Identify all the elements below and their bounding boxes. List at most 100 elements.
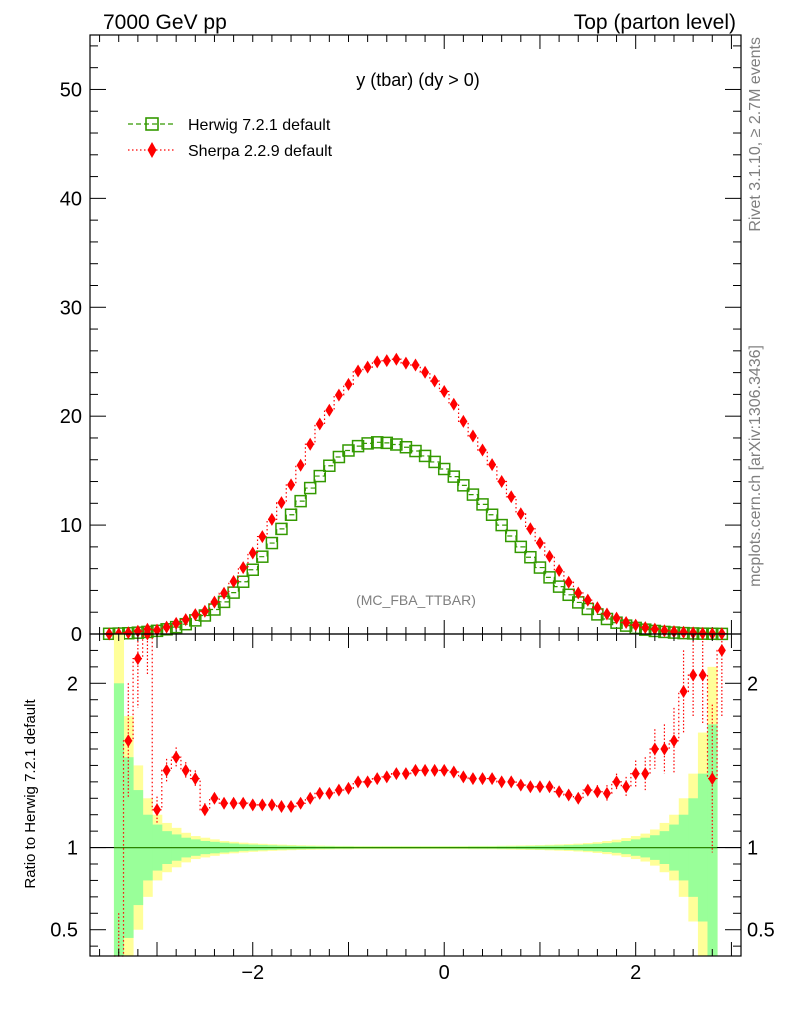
sherpa-ratio-point <box>555 785 564 799</box>
herwig-point <box>476 498 489 511</box>
sherpa-ratio-point <box>401 767 410 781</box>
herwig-point <box>495 518 508 532</box>
sherpa-ratio-point <box>660 742 669 756</box>
herwig-point <box>323 459 336 472</box>
ratio-panel: 0.5 0.5 1 1 2 2 −2 0 2 <box>50 627 775 984</box>
herwig-point <box>303 481 317 495</box>
sherpa-point <box>411 358 420 372</box>
herwig-point <box>294 494 307 508</box>
sherpa-point <box>172 616 181 630</box>
herwig-point <box>457 479 470 492</box>
sherpa-point <box>468 429 477 443</box>
sherpa-ratio-point <box>574 791 583 805</box>
ratio-ytick-label-right: 2 <box>747 673 758 695</box>
sherpa-ratio-point <box>411 763 420 777</box>
sherpa-point <box>545 549 554 563</box>
sherpa-ratio-point <box>497 775 506 789</box>
sherpa-point <box>124 626 133 640</box>
rivet-version-label: Rivet 3.1.10, ≥ 2.7M events <box>747 37 764 232</box>
main-ytick-label: 0 <box>71 624 82 646</box>
sherpa-ratio-point <box>430 763 439 777</box>
watermark-label: (MC_FBA_TTBAR) <box>356 592 476 608</box>
mcplots-label: mcplots.cern.ch [arXiv:1306.3436] <box>747 345 764 587</box>
sherpa-ratio-point <box>191 772 200 786</box>
sherpa-ratio-point <box>382 770 391 784</box>
sherpa-point <box>535 536 544 550</box>
herwig-point <box>361 437 374 450</box>
sherpa-ratio-point <box>363 775 372 789</box>
sherpa-point <box>641 621 650 635</box>
legend-sherpa-label: Sherpa 2.2.9 default <box>188 143 333 160</box>
sherpa-ratio-point <box>162 763 171 777</box>
herwig-point <box>236 575 250 588</box>
sherpa-ratio-point <box>698 668 707 682</box>
herwig-point <box>399 440 413 454</box>
sherpa-point <box>650 622 659 636</box>
sherpa-point <box>430 374 439 388</box>
sherpa-ratio-point <box>468 772 477 786</box>
main-ytick-label: 40 <box>60 188 82 210</box>
sherpa-point <box>564 575 573 589</box>
sherpa-ratio-point <box>172 750 181 764</box>
sherpa-ratio-point <box>622 780 631 794</box>
herwig-point <box>447 470 461 483</box>
herwig-point <box>284 508 298 521</box>
sherpa-ratio-line <box>113 633 727 957</box>
sherpa-point <box>153 623 162 637</box>
sherpa-ratio-point <box>449 765 458 779</box>
herwig-point <box>246 563 259 576</box>
sherpa-ratio-point <box>478 772 487 786</box>
sherpa-ratio-point <box>325 786 334 800</box>
sherpa-ratio-point <box>593 785 602 799</box>
header-left: 7000 GeV pp <box>103 11 227 34</box>
sherpa-ratio-point <box>210 791 219 805</box>
sherpa-ratio-point <box>287 800 296 813</box>
sherpa-point <box>200 604 209 618</box>
sherpa-point <box>583 593 592 607</box>
herwig-point <box>552 580 566 593</box>
sherpa-point <box>526 522 535 536</box>
ratio-xtick-label: 0 <box>439 962 450 984</box>
herwig-point <box>275 522 288 536</box>
herwig-point <box>514 540 528 554</box>
herwig-point <box>351 439 365 453</box>
sherpa-point <box>401 356 410 370</box>
herwig-point <box>332 450 346 464</box>
sherpa-point <box>574 586 583 600</box>
sherpa-point <box>631 618 640 632</box>
sherpa-ratio-point <box>354 775 363 789</box>
ratio-ytick-label: 0.5 <box>50 920 78 942</box>
legend: Herwig 7.2.1 default Sherpa 2.2.9 defaul… <box>128 117 333 160</box>
sherpa-ratio-point <box>239 796 248 810</box>
sherpa-ratio-point <box>516 778 525 792</box>
sherpa-ratio-point <box>545 780 554 794</box>
sherpa-ratio-point <box>583 783 592 797</box>
herwig-point <box>256 550 269 563</box>
herwig-point <box>428 455 441 469</box>
herwig-point <box>380 436 394 450</box>
sherpa-point <box>555 564 564 578</box>
sherpa-point <box>334 388 343 402</box>
sherpa-point <box>248 546 257 560</box>
sherpa-ratio-point <box>612 775 621 789</box>
sherpa-ratio-point <box>459 770 468 784</box>
sherpa-ratio-point <box>679 685 688 698</box>
herwig-band-1sigma <box>113 683 125 956</box>
ratio-frame <box>89 633 742 957</box>
main-ytick-label: 30 <box>60 297 82 319</box>
sherpa-point <box>181 613 190 627</box>
sherpa-point <box>459 414 468 428</box>
ratio-ytick-label: 1 <box>67 838 78 860</box>
sherpa-point <box>382 354 391 368</box>
herwig-point <box>543 571 556 584</box>
sherpa-point <box>220 586 229 600</box>
sherpa-point <box>698 626 707 640</box>
ratio-ylabel: Ratio to Herwig 7.2.1 default <box>22 699 39 889</box>
herwig-point <box>265 536 279 550</box>
sherpa-point <box>162 620 171 634</box>
sherpa-point <box>488 458 497 472</box>
sherpa-ratio-point <box>488 772 497 786</box>
sherpa-ratio-point <box>392 767 401 781</box>
ratio-xtick-label: −2 <box>241 962 264 984</box>
